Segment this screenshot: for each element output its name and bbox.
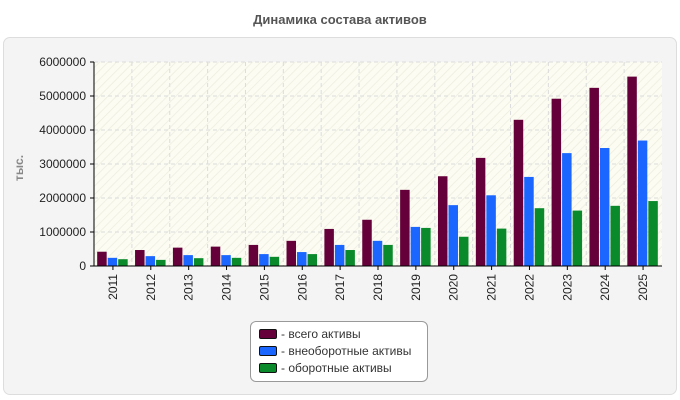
y-axis-title: тыс. (12, 155, 26, 181)
bar (145, 256, 156, 266)
bar (486, 195, 496, 266)
bar (221, 255, 231, 266)
bar (107, 257, 118, 266)
x-tick-label: 2018 (371, 274, 385, 301)
chart-title: Динамика состава активов (253, 12, 427, 27)
bar (400, 189, 410, 266)
y-tick-label: 3000000 (39, 157, 86, 171)
x-tick-label: 2016 (295, 274, 309, 301)
bar (231, 257, 242, 266)
x-tick-label: 2013 (182, 274, 196, 301)
x-tick-label: 2017 (333, 274, 347, 301)
bar (297, 252, 307, 266)
bar (135, 250, 145, 266)
bar (475, 157, 486, 266)
legend-label: - оборотные активы (281, 360, 392, 375)
x-tick-label: 2023 (560, 274, 574, 301)
bars (97, 76, 658, 267)
bar (410, 226, 421, 266)
bar (458, 236, 469, 266)
bar (269, 256, 280, 266)
y-tick-label: 5000000 (39, 89, 86, 103)
legend-item-current-assets: - оборотные активы (259, 359, 427, 376)
bar (421, 227, 431, 266)
x-tick-label: 2011 (106, 274, 120, 300)
bar (193, 258, 204, 266)
bar (627, 76, 637, 267)
bar (183, 255, 193, 266)
bar (259, 254, 269, 266)
legend-swatch (259, 328, 277, 339)
legend: - всего активы - внеоборотные активы - о… (250, 321, 428, 382)
legend-swatch (259, 362, 277, 373)
bar (334, 244, 345, 266)
x-tick-label: 2014 (220, 274, 234, 301)
x-tick-label: 2024 (598, 274, 612, 301)
legend-item-total-assets: - всего активы (259, 325, 427, 342)
bar (599, 148, 610, 266)
x-tick-label: 2021 (485, 274, 499, 301)
grid-lines (94, 61, 662, 266)
x-tick-label: 2020 (447, 274, 461, 301)
x-tick-labels: 2011 2012 2013 2014 2015 2016 2017 2018 2019 2020… (106, 274, 650, 301)
legend-label: - внеоборотные активы (281, 343, 412, 358)
bar (372, 240, 383, 266)
bar (383, 244, 393, 266)
bar (97, 251, 107, 266)
legend-swatch (259, 345, 277, 356)
bar (118, 259, 128, 266)
axes (90, 61, 662, 270)
y-tick-label: 6000000 (39, 55, 86, 69)
bar (572, 210, 583, 266)
y-tick-label: 0 (79, 259, 86, 273)
bar (562, 153, 572, 266)
bar (156, 259, 166, 266)
y-tick-label: 4000000 (39, 123, 86, 137)
legend-label: - всего активы (281, 326, 361, 341)
bar (637, 140, 648, 266)
x-tick-label: 2012 (144, 274, 158, 301)
bar (362, 219, 372, 266)
bar (610, 205, 620, 266)
bar (496, 228, 507, 266)
bar (172, 247, 183, 266)
bar (589, 87, 599, 266)
bar (551, 98, 562, 266)
bar (534, 208, 545, 266)
y-tick-label: 2000000 (39, 191, 86, 205)
x-tick-label: 2015 (257, 274, 271, 301)
bar (210, 246, 221, 266)
bar (345, 250, 355, 266)
bar (307, 254, 318, 266)
bar (448, 205, 458, 266)
legend-item-noncurrent-assets: - внеоборотные активы (259, 342, 427, 359)
y-axis-title-wrap: тыс. (12, 155, 26, 181)
y-tick-labels: 0 1000000 2000000 3000000 4000000 5000000 6000… (39, 55, 86, 273)
bar (248, 244, 259, 266)
x-tick-label: 2025 (636, 274, 650, 301)
bar (324, 228, 334, 266)
bar (437, 176, 448, 266)
x-tick-label: 2019 (409, 274, 423, 301)
bar (524, 176, 534, 266)
bar (286, 240, 297, 266)
x-tick-label: 2022 (522, 274, 536, 301)
y-tick-label: 1000000 (39, 225, 86, 239)
bar (513, 119, 524, 266)
bar (648, 201, 658, 266)
